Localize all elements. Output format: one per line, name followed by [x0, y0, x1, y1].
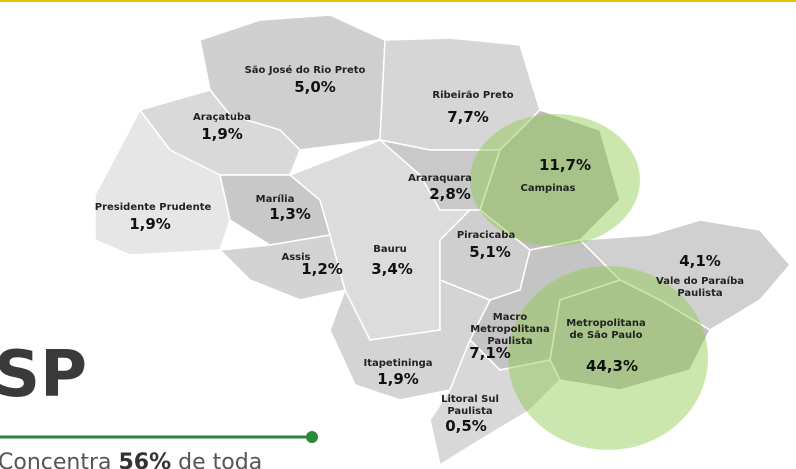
region-name: Piracicaba — [457, 230, 515, 241]
region-name: Araçatuba — [193, 112, 251, 123]
region-name: Itapetininga — [364, 358, 433, 369]
region-share: 1,9% — [129, 215, 171, 233]
region-name: Araraquara — [408, 173, 472, 184]
region-share: 0,5% — [445, 417, 487, 435]
region-share: 5,1% — [469, 243, 511, 261]
region-share: 7,1% — [469, 344, 511, 362]
region-name: Paulista — [677, 288, 722, 299]
heading: SP — [0, 338, 87, 412]
region-share: 4,1% — [679, 252, 721, 270]
top-rule — [0, 0, 796, 2]
region-name: Litoral Sul — [441, 394, 499, 405]
region-name: Macro — [493, 312, 528, 323]
region-name: Paulista — [487, 336, 532, 347]
region-name: Assis — [281, 252, 310, 263]
region-share: 1,9% — [377, 370, 419, 388]
region-name: Metropolitana — [470, 324, 550, 335]
caption-part: 56% — [118, 450, 171, 469]
region-name: Ribeirão Preto — [432, 90, 513, 101]
region-name: Presidente Prudente — [95, 202, 212, 213]
caption: Concentra 56% de toda — [0, 450, 262, 469]
region-shape — [429, 338, 561, 467]
region-share: 1,3% — [269, 205, 311, 223]
region-name: Paulista — [447, 406, 492, 417]
region-name: Marília — [256, 193, 295, 205]
region-name: Metropolitana — [566, 318, 646, 329]
region-share: 1,2% — [301, 260, 343, 278]
region-share: 7,7% — [447, 108, 489, 126]
region-share: 5,0% — [294, 78, 336, 96]
highlight-circle — [470, 114, 640, 246]
region-name: Campinas — [521, 183, 576, 194]
region-name: Vale do Paraíba — [656, 275, 744, 287]
region-share: 2,8% — [429, 185, 471, 203]
region-labels: São José do Rio Preto 5,0% Ribeirão Preto 7… — [95, 64, 744, 435]
region-share: 1,9% — [201, 125, 243, 143]
state-map — [94, 14, 791, 467]
caption-part: de toda — [171, 450, 262, 469]
accent-dot — [306, 431, 318, 443]
region-share: 44,3% — [586, 357, 638, 375]
region-name: São José do Rio Preto — [245, 64, 366, 76]
region-share: 3,4% — [371, 260, 413, 278]
region-name: de São Paulo — [570, 330, 643, 341]
caption-part: Concentra — [0, 450, 118, 469]
region-name: Bauru — [373, 244, 407, 255]
region-share: 11,7% — [539, 156, 591, 174]
highlight-circle — [508, 266, 708, 450]
